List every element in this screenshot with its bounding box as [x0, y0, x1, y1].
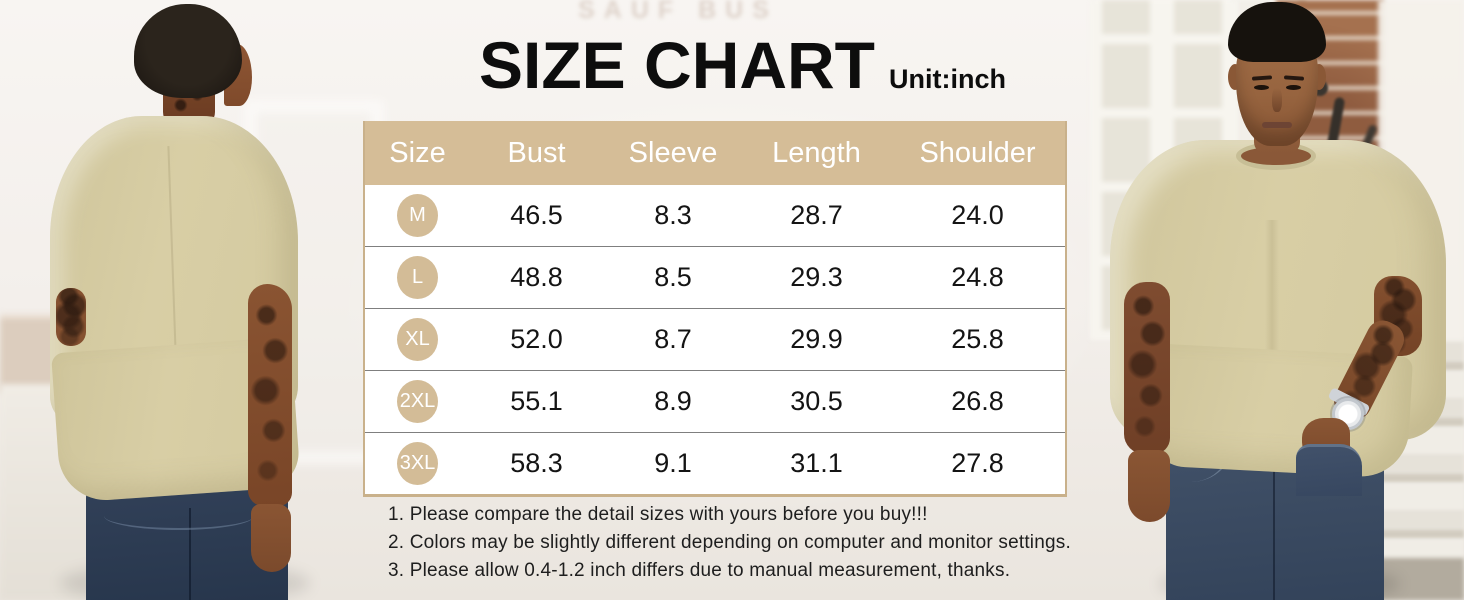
shoulder-cell: 24.8 [951, 262, 1004, 292]
size-badge: M [397, 194, 438, 237]
length-cell: 29.3 [790, 262, 843, 292]
sleeve-cell: 9.1 [654, 448, 692, 478]
length-cell: 30.5 [790, 386, 843, 416]
left-arm-tattooed [1124, 282, 1170, 454]
jeans-pocket [1296, 444, 1362, 496]
notes-block: 1. Please compare the detail sizes with … [388, 501, 1071, 585]
left-model-back-view [0, 0, 360, 600]
shoulder-cell: 24.0 [951, 200, 1004, 230]
bust-cell: 48.8 [510, 262, 563, 292]
size-cell: M [365, 194, 470, 237]
table-header-row: Size Bust Sleeve Length Shoulder [365, 121, 1065, 185]
size-badge: XL [397, 318, 438, 361]
column-header-size: Size [389, 136, 446, 169]
size-cell: L [365, 256, 470, 299]
table-row: 2XL 55.1 8.9 30.5 26.8 [365, 370, 1065, 432]
sleeve-cell: 8.5 [654, 262, 692, 292]
shoulder-cell: 26.8 [951, 386, 1004, 416]
bust-cell: 55.1 [510, 386, 563, 416]
column-header-length: Length [772, 136, 861, 169]
bust-cell: 58.3 [510, 448, 563, 478]
size-cell: 2XL [365, 380, 470, 423]
shoulder-cell: 27.8 [951, 448, 1004, 478]
mouth [1262, 122, 1292, 128]
size-cell: XL [365, 318, 470, 361]
sleeve-cell: 8.9 [654, 386, 692, 416]
bust-cell: 52.0 [510, 324, 563, 354]
note-line-3: 3. Please allow 0.4-1.2 inch differs due… [388, 560, 1011, 581]
length-cell: 28.7 [790, 200, 843, 230]
size-badge: L [397, 256, 438, 299]
left-hand [1128, 450, 1170, 522]
size-badge: 2XL [397, 380, 438, 423]
right-model-front-view [1090, 0, 1464, 600]
table-row: M 46.5 8.3 28.7 24.0 [365, 185, 1065, 246]
right-arm-tattooed [248, 284, 292, 506]
table-row: 3XL 58.3 9.1 31.1 27.8 [365, 432, 1065, 494]
left-arm-tattooed [56, 288, 86, 346]
note-line-1: 1. Please compare the detail sizes with … [388, 504, 928, 525]
page-title: SIZE CHART [479, 28, 875, 102]
size-badge: 3XL [397, 442, 438, 485]
table-row: L 48.8 8.5 29.3 24.8 [365, 246, 1065, 308]
nose [1272, 88, 1282, 112]
eye [1254, 85, 1269, 90]
table-row: XL 52.0 8.7 29.9 25.8 [365, 308, 1065, 370]
column-header-shoulder: Shoulder [919, 136, 1036, 169]
sleeve-cell: 8.3 [654, 200, 692, 230]
eye [1286, 85, 1301, 90]
bust-cell: 46.5 [510, 200, 563, 230]
shoulder-cell: 25.8 [951, 324, 1004, 354]
column-header-bust: Bust [507, 136, 566, 169]
hair-front [1228, 2, 1326, 62]
length-cell: 29.9 [790, 324, 843, 354]
title-row: SIZE CHART Unit:inch [479, 30, 1006, 100]
size-cell: 3XL [365, 442, 470, 485]
column-header-sleeve: Sleeve [628, 136, 718, 169]
hair-back [134, 4, 242, 98]
right-hand [251, 504, 291, 572]
size-table: Size Bust Sleeve Length Shoulder M 46.5 … [363, 121, 1067, 497]
note-line-2: 2. Colors may be slightly different depe… [388, 532, 1071, 553]
length-cell: 31.1 [790, 448, 843, 478]
sleeve-cell: 8.7 [654, 324, 692, 354]
unit-label: Unit:inch [889, 64, 1006, 94]
background-sign-text: SAUF BUS [578, 0, 778, 24]
